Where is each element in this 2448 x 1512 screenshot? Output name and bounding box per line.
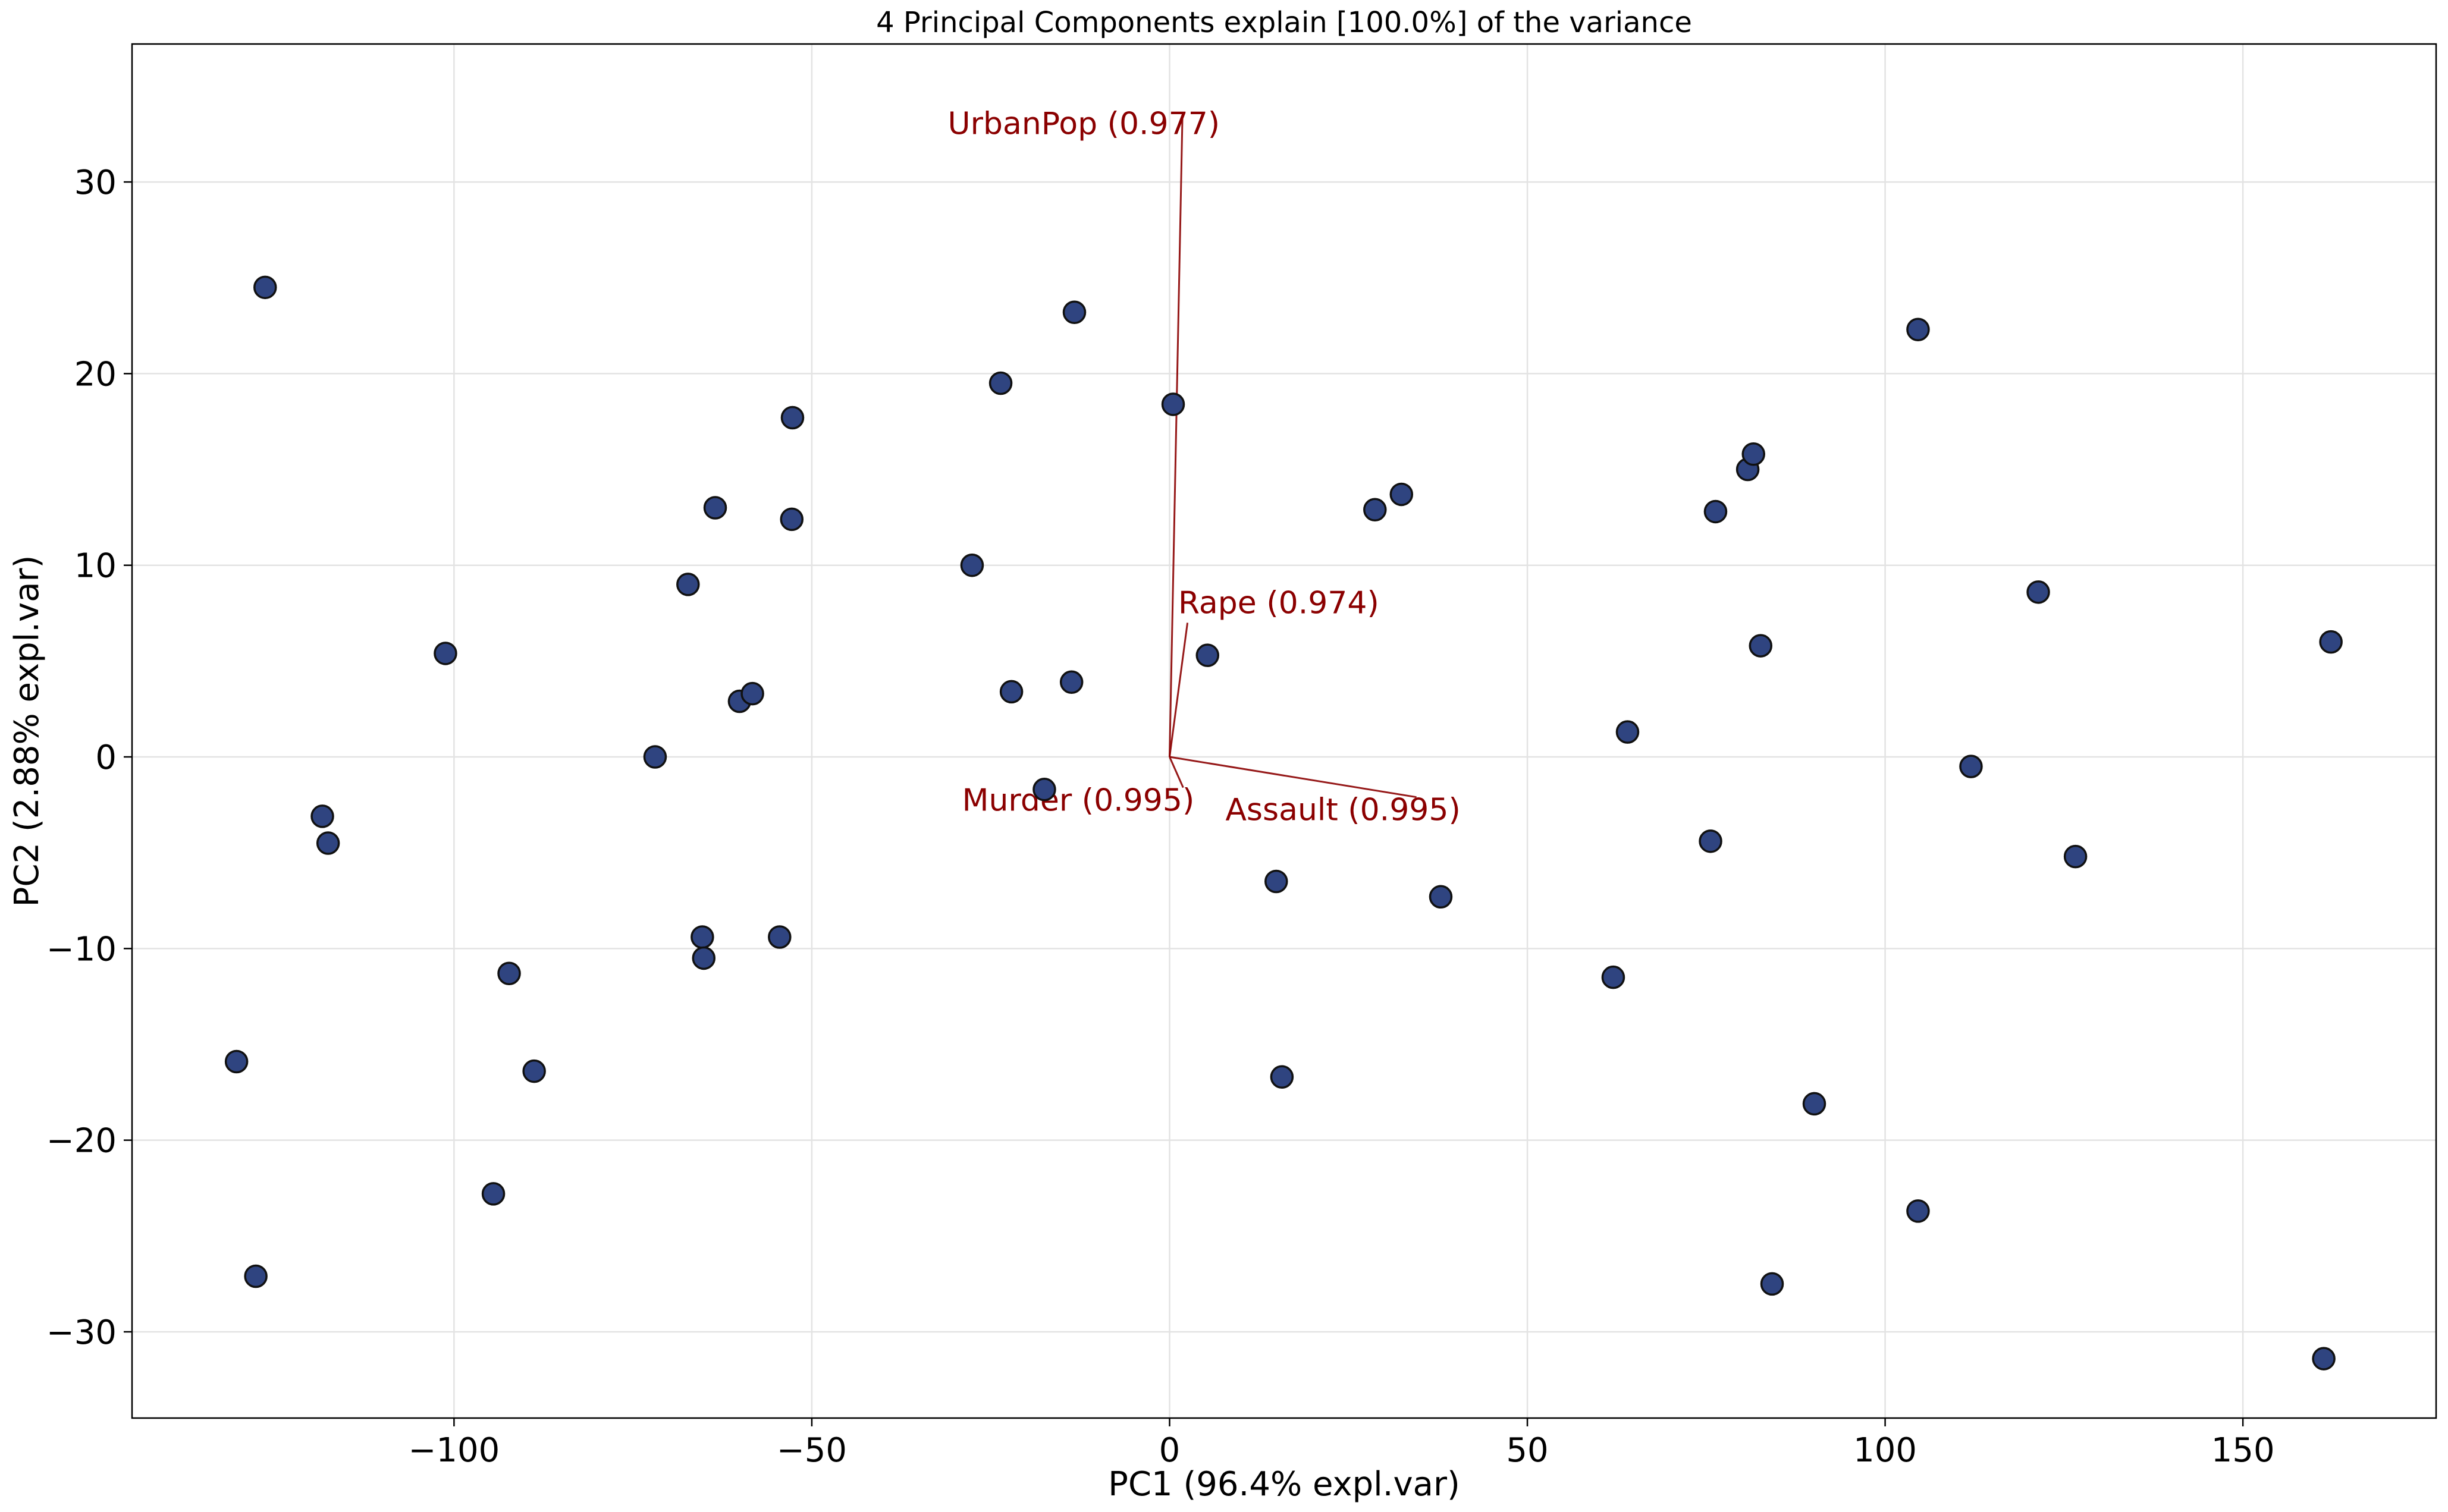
- data-point: [999, 680, 1024, 704]
- loading-vectors: UrbanPop (0.977) Rape (0.974) Murder (0.99…: [948, 106, 1461, 828]
- data-point: [1062, 300, 1087, 324]
- data-point: [224, 1049, 249, 1074]
- data-point: [643, 745, 667, 769]
- data-point: [1363, 498, 1387, 521]
- data-point: [522, 1059, 546, 1083]
- y-tick-label: −20: [46, 1122, 117, 1161]
- data-point: [692, 946, 716, 970]
- y-tick-label: −10: [46, 930, 117, 969]
- data-point: [2026, 580, 2050, 604]
- data-point: [740, 681, 764, 706]
- data-point: [497, 961, 521, 985]
- y-tick-label: 0: [95, 738, 117, 777]
- data-point: [481, 1182, 506, 1206]
- data-point: [780, 507, 804, 532]
- data-point: [2319, 630, 2343, 654]
- x-tick-label: 150: [2211, 1431, 2275, 1470]
- data-point: [1389, 482, 1414, 507]
- grid: [132, 44, 2436, 1418]
- data-point: [1429, 885, 1453, 909]
- data-point: [960, 553, 984, 577]
- data-point: [988, 371, 1013, 395]
- data-point: [1032, 778, 1056, 801]
- data-point: [310, 804, 334, 828]
- x-tick-label: 50: [1506, 1431, 1548, 1470]
- data-point: [1959, 755, 1983, 778]
- data-point: [1195, 643, 1220, 667]
- data-point: [253, 275, 277, 300]
- data-point: [2312, 1347, 2336, 1370]
- data-point: [703, 496, 727, 520]
- data-point: [1749, 634, 1773, 658]
- data-point: [1059, 670, 1084, 694]
- data-point: [780, 405, 805, 430]
- y-tick-label: 20: [74, 355, 117, 394]
- loading-label: Murder (0.995): [962, 782, 1195, 818]
- loading-label: UrbanPop (0.977): [948, 106, 1220, 142]
- chart-title: 4 Principal Components explain [100.0%] …: [876, 6, 1692, 39]
- data-point: [1802, 1092, 1826, 1116]
- loading-arrow: [1169, 115, 1184, 757]
- data-point: [2063, 844, 2088, 869]
- x-tick-label: 0: [1159, 1431, 1181, 1470]
- data-point: [1615, 720, 1640, 744]
- loading-label: Assault (0.995): [1225, 792, 1460, 828]
- y-tick-label: −30: [46, 1313, 117, 1352]
- x-tick-label: −100: [408, 1431, 500, 1470]
- data-point: [1906, 1199, 1930, 1223]
- x-tick-label: 100: [1853, 1431, 1917, 1470]
- data-point: [1601, 965, 1625, 989]
- data-point: [1699, 829, 1722, 853]
- loading-arrow: [1169, 756, 1184, 788]
- loading-arrow: [1169, 623, 1189, 757]
- y-axis-label: PC2 (2.88% expl.var): [8, 555, 46, 907]
- data-point: [676, 573, 700, 596]
- data-point: [1906, 318, 1930, 341]
- data-point: [244, 1264, 268, 1288]
- data-point: [768, 925, 792, 949]
- x-axis-label: PC1 (96.4% expl.var): [1108, 1465, 1460, 1504]
- data-point: [1161, 392, 1185, 416]
- data-point: [1264, 869, 1288, 894]
- loading-label: Rape (0.974): [1178, 585, 1379, 621]
- loading-arrow: [1169, 756, 1417, 799]
- y-tick-label: 30: [74, 164, 117, 202]
- data-point: [1741, 442, 1765, 466]
- data-point: [434, 642, 457, 665]
- scatter-points: [224, 275, 2343, 1370]
- data-point: [316, 831, 340, 855]
- x-tick-label: −50: [777, 1431, 847, 1470]
- plot-frame: [131, 43, 2437, 1419]
- y-tick-label: 10: [74, 547, 117, 586]
- data-point: [1703, 499, 1728, 524]
- data-point: [1270, 1065, 1294, 1089]
- data-point: [691, 925, 714, 949]
- data-point: [1760, 1272, 1784, 1296]
